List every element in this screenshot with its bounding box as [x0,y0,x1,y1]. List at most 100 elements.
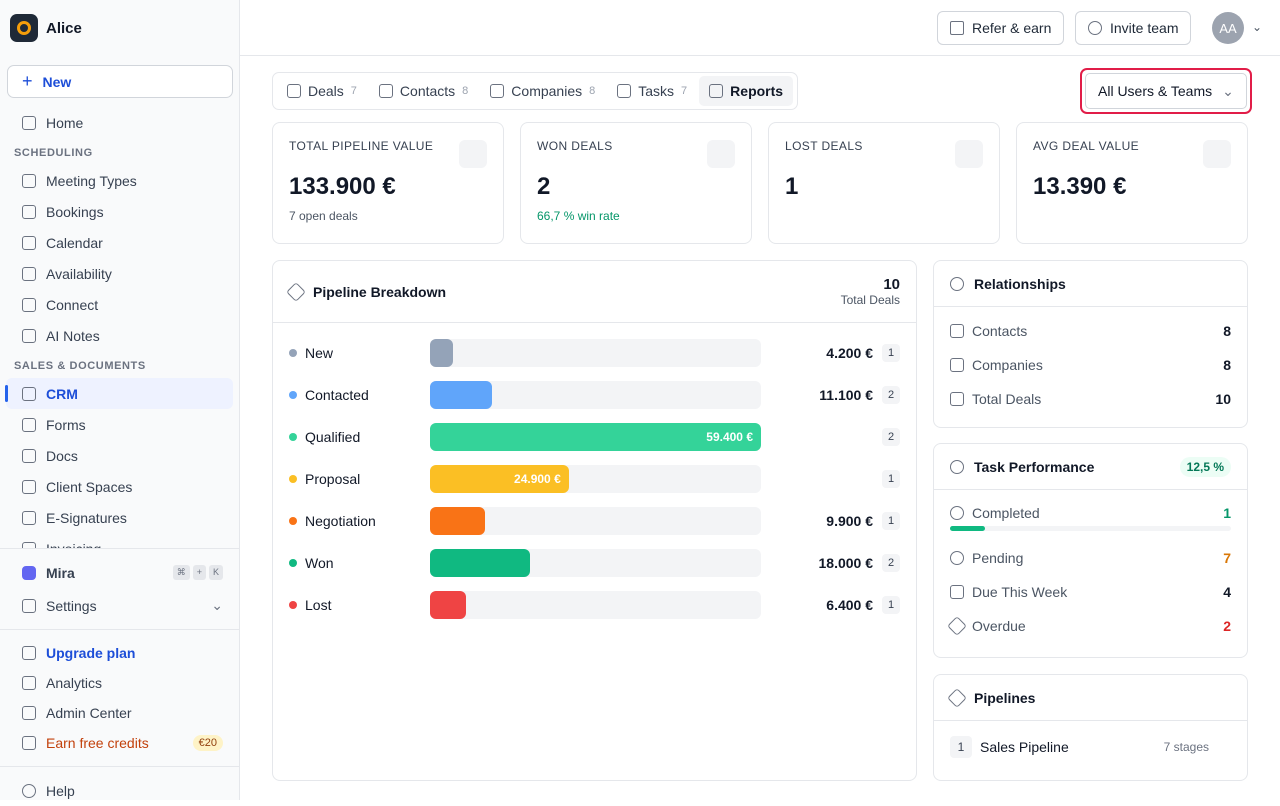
icon [950,358,964,372]
nav-item[interactable]: Meeting Types [6,165,233,196]
nav-label: Client Spaces [46,478,133,495]
stat-card: TOTAL PIPELINE VALUE 133.900 € 7 open deal… [272,122,504,244]
workspace[interactable]: Alice [10,14,82,42]
refer-button[interactable]: Refer & earn [937,11,1065,45]
stage-name: New [305,345,334,361]
tab-label: Tasks [638,83,675,99]
nav-label: Calendar [46,234,103,251]
tab[interactable]: Reports [699,76,794,106]
filter-select[interactable]: All Users & Teams ⌄ [1085,73,1247,109]
nav-item[interactable]: Admin Center [6,698,233,728]
nav-item[interactable]: Invoicing [6,533,233,548]
icon [950,392,964,406]
bar [430,381,492,409]
bar-track: 59.400 € [430,423,761,451]
icon [950,324,964,338]
tab[interactable]: Companies 8 [480,76,605,106]
stage-count: 2 [882,428,900,446]
stat-value: 133.900 € [289,173,396,200]
nav-item[interactable]: Docs [6,440,233,471]
tab[interactable]: Deals 7 [277,76,367,106]
nav-item[interactable]: Bookings [6,196,233,227]
bar-track [430,339,761,367]
nav-label: Analytics [46,675,103,691]
pipelines-card: Pipelines 1 Sales Pipeline 7 stages [933,674,1248,781]
relationships-title: Relationships [974,275,1066,292]
invite-button[interactable]: Invite team [1075,11,1192,45]
nav-item[interactable]: Earn free credits €20 [6,728,233,758]
stage-name: Won [305,555,334,571]
nav-item[interactable]: E-Signatures [6,502,233,533]
stage-dot [289,559,297,567]
stage-count: 2 [882,386,900,404]
task-label: Overdue [972,618,1026,634]
nav-item[interactable]: AI Notes [6,320,233,351]
key: ⌘ [172,565,190,580]
icon [22,115,36,130]
stage-name: Lost [305,597,332,613]
nav-item[interactable]: Help [6,775,233,806]
nav-label: Docs [46,447,78,464]
pipeline-index: 1 [950,736,972,758]
new-label: New [42,73,72,90]
filter-label: All Users & Teams [1098,83,1213,99]
stat-icon [955,140,983,168]
tasks-list: Completed 1 Pending 7 Due This Week 4 Overd… [934,490,1247,643]
tab-count: 8 [589,85,596,97]
tab-label: Reports [730,83,784,99]
nav-item[interactable]: CRM [5,378,233,409]
nav-label: Mira [46,564,75,581]
stage-amount: 9.900 € [826,513,873,529]
nav-item[interactable]: Analytics [6,668,233,698]
separator [0,766,239,767]
stages: New 4.200 € 1 Contacted 11.100 € 2 Qualified 59… [273,323,916,626]
nav-label: Upgrade plan [46,645,136,661]
stage-count: 1 [882,596,900,614]
stat-label: WON DEALS [537,139,613,153]
nav-item[interactable]: Client Spaces [6,471,233,502]
bar-track [430,381,761,409]
nav: Home SCHEDULING Meeting Types Bookings Calen… [0,107,239,548]
icon [22,736,36,750]
tasks-header: Task Performance 12,5 % [934,444,1247,490]
refer-label: Refer & earn [972,20,1052,36]
icon [22,646,36,660]
stage-count: 1 [882,344,900,362]
pipeline-title: Pipeline Breakdown [313,283,447,300]
total: 10 Total Deals [841,276,900,307]
stat-label: LOST DEALS [785,139,863,153]
nav-label: AI Notes [46,327,100,344]
nav-item[interactable]: Forms [6,409,233,440]
nav-item[interactable]: Calendar [6,227,233,258]
pipeline-header: Pipeline Breakdown 10 Total Deals [273,261,916,323]
bar-track: 24.900 € [430,465,761,493]
task-row: Overdue 2 [934,609,1247,643]
pipeline-row[interactable]: 1 Sales Pipeline 7 stages [934,730,1247,764]
tab-label: Companies [511,83,583,99]
chevron[interactable]: ⌄ [1252,20,1263,34]
topbar: Refer & earn Invite team AA ⌄ [240,0,1280,56]
stage-name: Negotiation [305,513,376,529]
new-button[interactable]: + New [7,65,233,98]
nav-label: Bookings [46,203,104,220]
nav-item[interactable]: Settings ⌄ [6,590,233,621]
nav-item[interactable]: Mira ⌘ + K [6,557,233,588]
nav-item[interactable]: Home [6,107,233,138]
relationship-label: Companies [972,357,1043,373]
avatar[interactable]: AA [1212,12,1244,44]
task-label: Pending [972,550,1024,566]
tab[interactable]: Contacts 8 [369,76,478,106]
nav-label: Earn free credits [46,735,149,751]
stage-dot [289,391,297,399]
stage-dot [289,349,297,357]
stat-card: LOST DEALS 1 [768,122,1000,244]
tab[interactable]: Tasks 7 [607,76,697,106]
shortcut: ⌘ + K [172,565,223,580]
stat-value: 13.390 € [1033,173,1127,200]
nav-item[interactable]: Availability [6,258,233,289]
stat-note: 7 open deals [289,209,358,223]
bar-track [430,549,761,577]
relationship-row: Companies 8 [934,348,1247,382]
nav-item[interactable]: Connect [6,289,233,320]
nav-item[interactable]: Upgrade plan [6,638,233,668]
